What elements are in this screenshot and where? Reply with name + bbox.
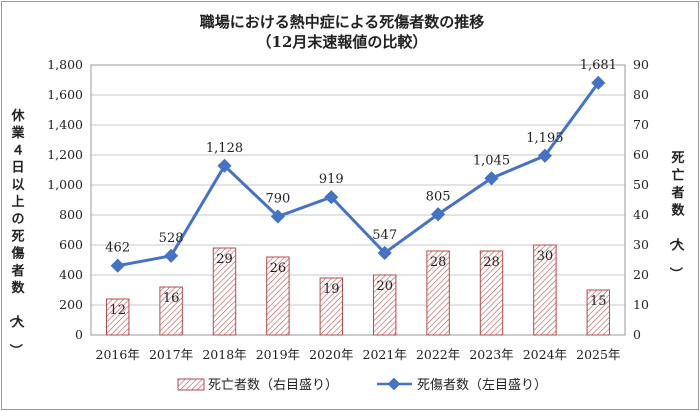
legend-bar-swatch bbox=[177, 378, 205, 391]
line-labels: 462 528 1,128 790 919 547 805 1,045 1,195 1,681 bbox=[105, 58, 617, 256]
category-label: 2018年 bbox=[202, 347, 246, 362]
left-tick-label: 200 bbox=[59, 297, 83, 312]
death-bar bbox=[533, 244, 557, 336]
casualty-point-label: 1,195 bbox=[526, 131, 563, 146]
category-labels: 2016年 2017年 2018年 2019年 2020年 2021年 2022年 2023年… bbox=[96, 347, 621, 362]
left-axis-label: 休業４日以上の死傷者数（人） bbox=[7, 108, 25, 357]
casualty-point bbox=[110, 258, 125, 273]
casualty-point bbox=[377, 245, 392, 261]
bar-labels: 12 16 29 26 19 20 28 28 30 15 bbox=[109, 249, 606, 318]
casualty-point-label: 790 bbox=[265, 192, 290, 207]
casualty-point bbox=[164, 248, 179, 263]
casualty-point-label: 462 bbox=[105, 241, 130, 256]
death-bar-label: 12 bbox=[109, 303, 126, 318]
left-tick-label: 1,000 bbox=[47, 177, 83, 192]
line-series bbox=[110, 75, 606, 273]
right-tick-label: 40 bbox=[633, 207, 649, 222]
death-bar-label: 26 bbox=[270, 261, 287, 276]
left-tick-label: 1,600 bbox=[47, 87, 83, 102]
casualty-point bbox=[484, 171, 499, 186]
right-tick-label: 70 bbox=[633, 117, 649, 132]
left-tick-label: 800 bbox=[59, 207, 83, 222]
casualty-point bbox=[217, 158, 232, 173]
casualty-line bbox=[117, 81, 600, 268]
right-tick-label: 90 bbox=[633, 57, 649, 72]
death-bar bbox=[426, 250, 450, 336]
casualty-point-label: 919 bbox=[319, 172, 344, 187]
death-bar-label: 20 bbox=[376, 279, 393, 294]
right-tick-label: 60 bbox=[633, 147, 649, 162]
left-axis-ticks: 0 200 400 600 800 1,000 1,200 1,400 1,600 1,800 bbox=[47, 57, 83, 342]
death-bar bbox=[372, 274, 397, 336]
death-bar-label: 30 bbox=[537, 249, 554, 264]
category-label: 2016年 bbox=[96, 347, 140, 362]
right-tick-label: 0 bbox=[633, 327, 641, 342]
right-tick-label: 20 bbox=[633, 267, 649, 282]
legend: 死亡者数（右目盛り） 死傷者数（左目盛り） bbox=[177, 377, 547, 393]
plot-area-border bbox=[90, 64, 626, 336]
chart-title: 職場における熱中症による死傷者数の推移 bbox=[200, 13, 485, 31]
legend-line-label: 死傷者数（左目盛り） bbox=[417, 378, 547, 393]
death-bar bbox=[319, 277, 344, 336]
left-tick-label: 1,400 bbox=[47, 117, 83, 132]
death-bar-label: 28 bbox=[430, 255, 447, 270]
death-bar bbox=[105, 298, 130, 336]
death-bar-label: 15 bbox=[590, 294, 607, 309]
casualty-point bbox=[537, 148, 552, 163]
death-bar-label: 16 bbox=[163, 291, 180, 306]
right-axis-title: 死亡者数（人） bbox=[667, 151, 685, 280]
bar-series bbox=[105, 244, 611, 336]
right-tick-label: 80 bbox=[633, 87, 649, 102]
death-bar bbox=[159, 286, 183, 336]
right-tick-label: 10 bbox=[633, 297, 649, 312]
casualty-point bbox=[431, 207, 446, 222]
category-label: 2024年 bbox=[523, 347, 567, 362]
left-tick-label: 0 bbox=[75, 327, 83, 342]
legend-line-marker bbox=[387, 377, 401, 391]
left-axis-title: 休業４日以上の死傷者数（人） bbox=[7, 108, 25, 357]
death-bar-label: 29 bbox=[216, 252, 233, 267]
right-axis-ticks: 0 10 20 30 40 50 60 70 80 90 bbox=[633, 57, 649, 342]
casualty-point-label: 1,681 bbox=[580, 58, 617, 73]
casualty-point-label: 1,128 bbox=[206, 141, 243, 156]
casualty-point-label: 805 bbox=[426, 189, 451, 204]
category-label: 2022年 bbox=[416, 347, 460, 362]
category-label: 2020年 bbox=[309, 347, 353, 362]
category-label: 2023年 bbox=[469, 347, 513, 362]
casualty-point bbox=[270, 209, 285, 224]
casualty-point-label: 1,045 bbox=[473, 153, 510, 168]
death-bar bbox=[266, 256, 290, 336]
left-tick-label: 1,800 bbox=[47, 57, 83, 72]
casualty-point bbox=[324, 190, 339, 205]
casualty-point-label: 547 bbox=[372, 228, 397, 243]
left-tick-label: 400 bbox=[59, 267, 83, 282]
death-bar-label: 19 bbox=[323, 282, 340, 297]
legend-bar-label: 死亡者数（右目盛り） bbox=[208, 378, 338, 393]
death-bar bbox=[212, 247, 237, 336]
category-label: 2017年 bbox=[149, 347, 193, 362]
category-label: 2019年 bbox=[256, 347, 300, 362]
chart-subtitle: （12月末速報値の比較） bbox=[257, 33, 428, 51]
death-bar-label: 28 bbox=[483, 255, 500, 270]
casualty-point bbox=[591, 75, 606, 90]
death-bar bbox=[586, 289, 611, 336]
casualty-point-label: 528 bbox=[159, 231, 184, 246]
left-tick-label: 1,200 bbox=[47, 147, 83, 162]
left-tick-label: 600 bbox=[59, 237, 83, 252]
category-label: 2025年 bbox=[576, 347, 620, 362]
right-axis-label: 死亡者数（人） bbox=[667, 151, 685, 280]
category-label: 2021年 bbox=[363, 347, 407, 362]
right-tick-label: 50 bbox=[633, 177, 649, 192]
right-tick-label: 30 bbox=[633, 237, 649, 252]
death-bar bbox=[479, 250, 504, 336]
